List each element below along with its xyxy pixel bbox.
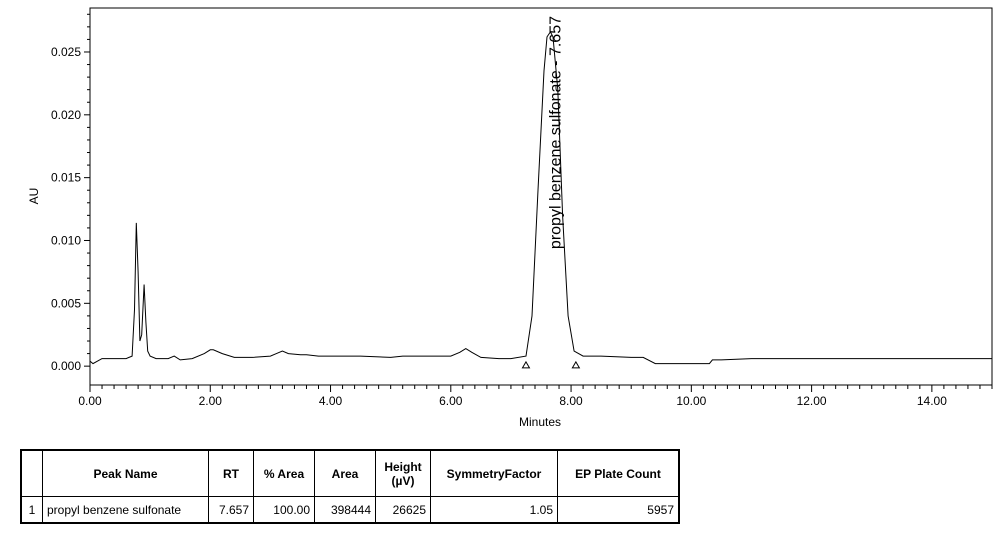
cell-area: 398444 xyxy=(314,496,376,524)
x-axis-title: Minutes xyxy=(519,415,561,429)
y-tick-label: 0.025 xyxy=(51,45,81,59)
peak-label: propyl benzene sulfonate - 7.657 xyxy=(547,16,564,249)
column-header-percent-area: % Area xyxy=(253,449,315,497)
cell-index: 1 xyxy=(20,496,43,524)
cell-peak-name: propyl benzene sulfonate xyxy=(42,496,209,524)
cell-rt: 7.657 xyxy=(208,496,254,524)
table-row: 1 propyl benzene sulfonate 7.657 100.00 … xyxy=(20,496,680,524)
column-header-rt: RT xyxy=(208,449,254,497)
x-tick-label: 6.00 xyxy=(439,394,463,408)
plot-frame xyxy=(89,7,993,386)
column-header-peak-name: Peak Name xyxy=(42,449,209,497)
table-header-row: Peak Name RT % Area Area Height (µV) Sym… xyxy=(20,449,680,497)
column-header-symmetry-factor: SymmetryFactor xyxy=(430,449,558,497)
baseline-marker xyxy=(571,360,581,369)
x-tick-label: 12.00 xyxy=(797,394,827,408)
y-tick-label: 0.000 xyxy=(51,359,81,373)
cell-height: 26625 xyxy=(375,496,431,524)
peak-results-table: Peak Name RT % Area Area Height (µV) Sym… xyxy=(20,449,680,524)
column-header-index xyxy=(20,449,43,497)
cell-ep-plate-count: 5957 xyxy=(557,496,680,524)
chromatogram-chart: 0.000 0.005 0.010 0.015 0.020 0.025 0.00 2.00 4… xyxy=(27,7,993,429)
x-tick-label: 14.00 xyxy=(917,394,947,408)
y-tick-label: 0.020 xyxy=(51,108,81,122)
column-header-height: Height (µV) xyxy=(375,449,431,497)
column-header-ep-plate-count: EP Plate Count xyxy=(557,449,680,497)
y-tick-label: 0.005 xyxy=(51,296,81,310)
baseline-marker xyxy=(521,360,531,369)
x-tick-label: 8.00 xyxy=(559,394,583,408)
x-tick-label: 2.00 xyxy=(199,394,223,408)
y-axis: 0.000 0.005 0.010 0.015 0.020 0.025 xyxy=(51,13,90,373)
x-tick-label: 0.00 xyxy=(78,394,102,408)
column-header-area: Area xyxy=(314,449,376,497)
y-tick-label: 0.015 xyxy=(51,171,81,185)
y-axis-title: AU xyxy=(27,188,41,205)
plot-border xyxy=(89,7,993,386)
x-tick-label: 10.00 xyxy=(676,394,706,408)
cell-percent-area: 100.00 xyxy=(253,496,315,524)
x-tick-label: 4.00 xyxy=(319,394,343,408)
chromatogram-trace xyxy=(89,30,992,365)
y-tick-label: 0.010 xyxy=(51,233,81,247)
baseline-markers xyxy=(521,360,581,369)
x-axis: 0.00 2.00 4.00 6.00 8.00 10.00 12.00 14.00 xyxy=(78,385,993,408)
cell-symmetry-factor: 1.05 xyxy=(430,496,558,524)
